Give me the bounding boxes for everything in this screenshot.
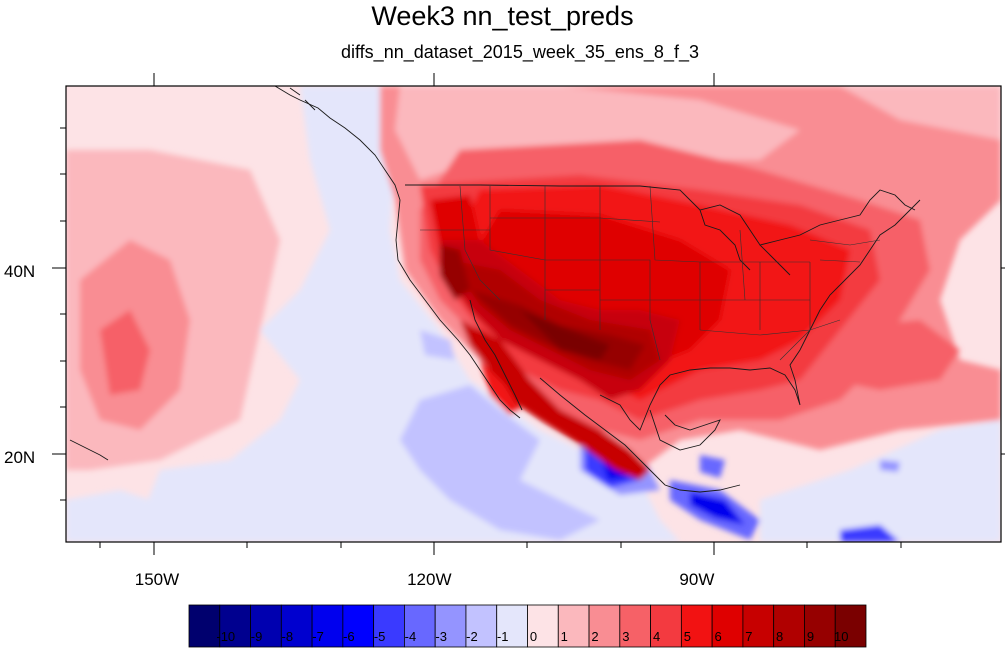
anomaly-field bbox=[66, 86, 1001, 542]
colorbar bbox=[188, 604, 867, 648]
plot-subtitle: diffs_nn_dataset_2015_week_35_ens_8_f_3 bbox=[341, 42, 699, 62]
colorbar-swatch bbox=[773, 604, 805, 648]
colorbar-swatch bbox=[680, 604, 713, 648]
y-tick-label: 20N bbox=[4, 448, 36, 468]
colorbar-swatch bbox=[711, 604, 744, 648]
colorbar-swatch bbox=[188, 604, 221, 648]
colorbar-label: -7 bbox=[312, 629, 324, 644]
colorbar-label: 6 bbox=[714, 629, 722, 644]
colorbar-swatch bbox=[280, 604, 313, 648]
x-tick-label: 120W bbox=[407, 570, 452, 589]
colorbar-label: -3 bbox=[435, 629, 447, 644]
colorbar-swatch bbox=[311, 604, 344, 648]
colorbar-label: 0 bbox=[529, 629, 538, 644]
colorbar-swatch bbox=[588, 604, 621, 648]
colorbar-swatch bbox=[342, 604, 375, 648]
colorbar-swatch bbox=[527, 604, 559, 648]
colorbar-label: 4 bbox=[652, 629, 661, 644]
x-tick-label: 90W bbox=[679, 570, 715, 589]
colorbar-label: -4 bbox=[404, 629, 417, 644]
colorbar-label: 9 bbox=[806, 629, 815, 644]
colorbar-label: -8 bbox=[281, 629, 294, 644]
colorbar-swatch bbox=[404, 604, 436, 648]
y-tick-label: 40N bbox=[4, 262, 36, 282]
colorbar-swatch bbox=[219, 604, 251, 648]
colorbar-label: 7 bbox=[745, 629, 753, 644]
colorbar-label: 8 bbox=[776, 629, 784, 644]
colorbar-label: -1 bbox=[496, 629, 509, 644]
colorbar-swatch bbox=[496, 604, 528, 648]
colorbar-label: -5 bbox=[373, 629, 386, 644]
colorbar-label: 1 bbox=[560, 629, 568, 644]
axis-ticks bbox=[52, 73, 1005, 555]
colorbar-label: 10 bbox=[833, 629, 849, 644]
colorbar-label: -9 bbox=[250, 629, 263, 644]
x-tick-label: 150W bbox=[134, 570, 180, 589]
colorbar-swatch bbox=[250, 604, 282, 648]
colorbar-label: -10 bbox=[216, 629, 236, 644]
colorbar-label: 3 bbox=[622, 629, 630, 644]
colorbar-swatch bbox=[619, 604, 651, 648]
colorbar-swatch bbox=[804, 604, 836, 648]
colorbar-label: -6 bbox=[343, 629, 355, 644]
colorbar-swatch bbox=[834, 604, 867, 648]
colorbar-label: -2 bbox=[466, 629, 478, 644]
colorbar-label: 5 bbox=[683, 629, 691, 644]
state-borders bbox=[420, 185, 881, 361]
colorbar-swatch bbox=[465, 604, 498, 648]
plot-title: Week3 nn_test_preds bbox=[371, 1, 634, 31]
colorbar-label: 2 bbox=[591, 629, 599, 644]
